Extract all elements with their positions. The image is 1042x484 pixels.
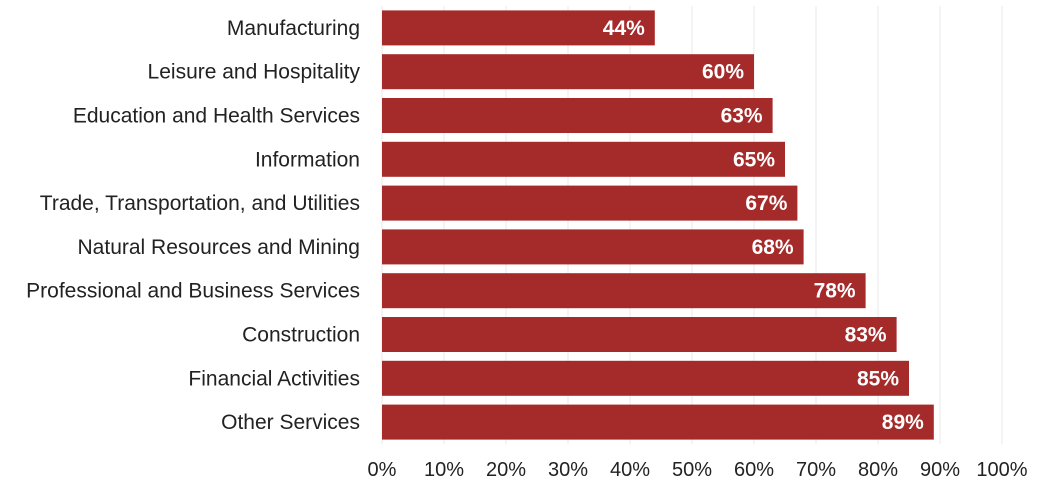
bar — [382, 360, 909, 396]
x-tick-label: 60% — [734, 459, 774, 481]
bar — [382, 229, 804, 265]
x-tick-label: 90% — [920, 459, 960, 481]
bar — [382, 317, 897, 352]
x-tick-label: 70% — [796, 459, 836, 481]
data-label: 89% — [882, 411, 924, 434]
x-tick-label: 0% — [368, 459, 397, 481]
category-label: Professional and Business Services — [26, 280, 360, 303]
category-label: Information — [255, 148, 360, 171]
bars: 44% 60% 63% 65% 67% 68% 78% 83% 85% 89% — [382, 10, 934, 440]
category-label: Natural Resources and Mining — [78, 236, 360, 259]
x-tick-label: 80% — [858, 459, 898, 481]
data-label: 83% — [845, 324, 887, 347]
category-label: Construction — [242, 324, 360, 347]
bar — [382, 141, 785, 177]
category-labels: Manufacturing Leisure and Hospitality Educ… — [26, 17, 360, 434]
x-tick-label: 40% — [610, 459, 650, 481]
category-label: Leisure and Hospitality — [148, 61, 361, 84]
x-tick-label: 10% — [424, 459, 464, 481]
data-label: 85% — [857, 367, 899, 390]
bar — [382, 54, 754, 90]
data-label: 68% — [752, 236, 794, 259]
x-tick-label: 20% — [486, 459, 526, 481]
category-label: Trade, Transportation, and Utilities — [40, 192, 360, 215]
category-label: Education and Health Services — [73, 105, 360, 128]
data-label: 67% — [745, 192, 787, 215]
x-tick-label: 30% — [548, 459, 588, 481]
bar — [382, 185, 798, 221]
data-label: 60% — [702, 61, 744, 84]
bar — [382, 10, 655, 46]
category-label: Financial Activities — [188, 367, 360, 390]
data-label: 63% — [721, 105, 763, 128]
data-label: 65% — [733, 148, 775, 171]
x-tick-label: 100% — [976, 459, 1027, 481]
bar — [382, 404, 934, 440]
x-axis-tick-labels: 0% 10% 20% 30% 40% 50% 60% 70% 80% 90% 100% — [368, 459, 1028, 481]
bar — [382, 98, 773, 133]
data-label: 78% — [814, 280, 856, 303]
category-label: Manufacturing — [227, 17, 360, 40]
bar — [382, 273, 866, 309]
category-label: Other Services — [221, 411, 360, 434]
data-label: 44% — [603, 17, 645, 40]
x-tick-label: 50% — [672, 459, 712, 481]
